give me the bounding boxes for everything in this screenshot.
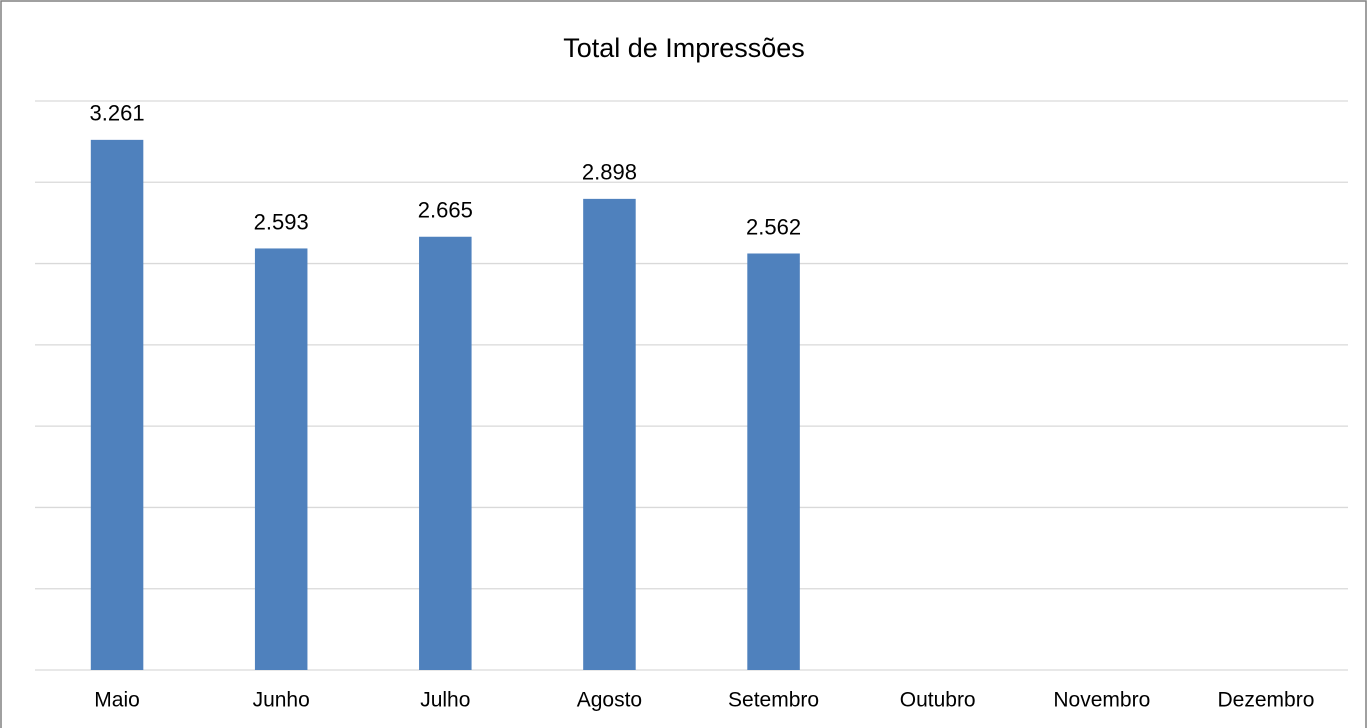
data-label: 2.665 — [418, 198, 473, 223]
data-label: 3.261 — [90, 101, 145, 126]
data-label: 2.593 — [254, 209, 309, 234]
x-tick-label: Novembro — [1053, 689, 1150, 712]
bar — [747, 253, 800, 670]
data-label: 2.562 — [746, 214, 801, 239]
x-tick-label: Junho — [253, 689, 310, 712]
x-tick-label: Outubro — [900, 689, 976, 712]
x-tick-label: Agosto — [577, 689, 642, 712]
chart-title: Total de Impressões — [563, 33, 805, 63]
bar — [583, 198, 636, 671]
bar — [254, 248, 308, 671]
x-tick-label: Julho — [420, 689, 470, 712]
bar — [419, 236, 472, 671]
data-label: 2.898 — [582, 160, 637, 185]
x-tick-label: Maio — [94, 689, 140, 712]
x-tick-label: Setembro — [728, 689, 819, 712]
bar — [90, 139, 144, 671]
x-tick-label: Dezembro — [1218, 689, 1315, 712]
